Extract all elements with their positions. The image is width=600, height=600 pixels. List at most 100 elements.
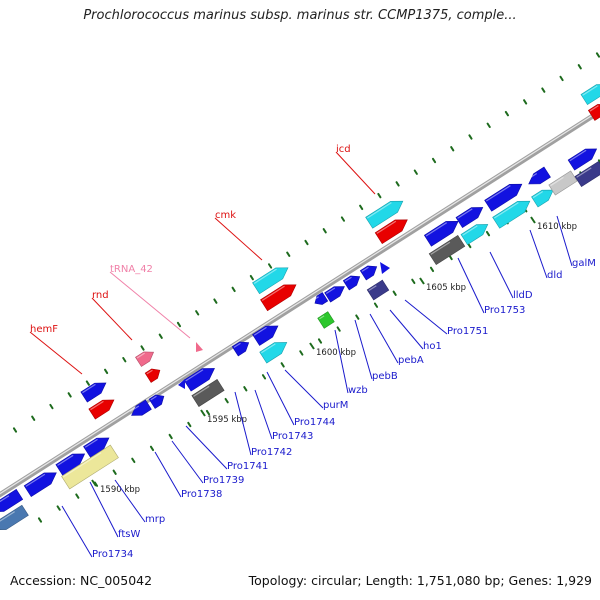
label-lldD-leader: [489, 251, 514, 299]
gene-pebA: [380, 262, 390, 274]
gene-purM-a: [313, 292, 329, 305]
gene-Pro1734-body: [23, 472, 57, 498]
label-Pro1739-leader: [171, 440, 204, 484]
gene-pebB-shine: [361, 266, 369, 272]
page-title: Prochlorococcus marinus subsp. marinus s…: [83, 8, 517, 23]
label-tRNA_42: tRNA_42: [110, 264, 153, 275]
gene-dld-c-shine: [532, 190, 544, 199]
label-Pro1743: Pro1743: [272, 431, 313, 442]
label-icd-leader: [335, 151, 376, 195]
label-pebB: pebB: [372, 371, 398, 382]
upper-tick: [559, 75, 564, 82]
label-Pro1734: Pro1734: [92, 549, 133, 560]
gene-Pro1741-body: [183, 368, 215, 392]
gene-yellow-body: [61, 444, 119, 490]
gene-icd-shine: [376, 220, 397, 234]
lower-tick: [336, 326, 341, 332]
gene-dld-c: [531, 189, 554, 208]
upper-tick: [595, 52, 600, 58]
gene-cmk-cyan: [252, 267, 289, 295]
gene-grey-2-body: [428, 234, 466, 266]
label-ho1: ho1: [423, 341, 442, 352]
upper-tick: [104, 368, 109, 375]
kbp-label-3: 1605 kbp: [426, 283, 466, 293]
label-cmk: cmk: [215, 210, 236, 221]
gene-right-red-body: [587, 104, 600, 121]
gene-cmk-cyan-body: [252, 267, 289, 295]
label-Pro1753: Pro1753: [484, 305, 525, 316]
gene-grey-2: [428, 234, 466, 266]
gene-lightgrey-shine: [550, 176, 564, 187]
genome-summary-label: Topology: circular; Length: 1,751,080 bp…: [248, 573, 592, 588]
upper-tick: [12, 427, 18, 433]
upper-tick: [541, 87, 546, 93]
gene-galM-purple: [574, 160, 600, 188]
gene-dld: [492, 200, 531, 229]
gene-Pro1739-body: [148, 394, 165, 409]
gene-right-cyan-shine: [582, 85, 598, 96]
gene-dld-shine: [493, 202, 519, 219]
lower-tick: [112, 469, 117, 475]
kbp-label-0: 1590 kbp: [100, 485, 140, 495]
lower-tick: [280, 362, 285, 368]
gene-hemF-body: [88, 399, 115, 420]
gene-Pro1753-cyan-body: [460, 224, 489, 246]
label-ftsW: ftsW: [118, 529, 140, 540]
upper-tick: [523, 99, 528, 105]
gene-dld-b-shine: [526, 172, 538, 181]
gene-lldD-body: [484, 183, 523, 212]
label-wzb: wzb: [348, 385, 368, 396]
gene-Pro1743-shine: [253, 326, 267, 336]
upper-tick: [377, 192, 382, 199]
lower-tick: [187, 421, 192, 428]
gene-Pro1751-shine: [425, 222, 448, 237]
kbp-tick-mark-4: [530, 216, 536, 224]
lower-tick: [149, 445, 155, 452]
gene-dld-body: [492, 200, 531, 229]
upper-tick: [340, 216, 346, 222]
upper-tick: [413, 169, 418, 175]
gene-icd-body: [374, 219, 408, 245]
upper-tick: [176, 321, 182, 328]
gene-purM-shine: [325, 287, 336, 294]
gene-yellow: [61, 444, 119, 490]
label-ftsW-leader: [89, 481, 119, 538]
gene-galM-purple-shine: [576, 167, 592, 178]
label-pebA-leader: [369, 313, 399, 364]
gene-galM-purple-body: [574, 160, 600, 188]
kbp-tick-mark-0: [91, 479, 97, 487]
upper-tick: [468, 134, 473, 140]
kbp-label-1: 1595 kbp: [207, 415, 247, 425]
label-galM: galM: [572, 258, 596, 269]
gene-icd-cyan-shine: [366, 202, 392, 219]
gene-grey-1-body: [191, 379, 225, 407]
upper-tick: [359, 204, 364, 211]
accession-label: Accession: NC_005042: [10, 573, 153, 588]
label-Pro1741-leader: [185, 425, 228, 470]
gene-green: [317, 311, 335, 329]
label-Pro1753-leader: [457, 257, 485, 314]
gene-green-body: [317, 311, 335, 329]
gene-Pro1753-cyan: [460, 224, 489, 246]
lower-tick: [597, 159, 600, 164]
upper-tick: [304, 239, 309, 246]
gene-grey-1: [191, 379, 225, 407]
kbp-tick-mark-1: [200, 409, 206, 417]
label-pebB-leader: [354, 319, 373, 380]
gene-icd: [374, 219, 408, 245]
gene-right-red-shine: [589, 105, 599, 112]
lower-tick: [355, 314, 360, 320]
gene-right-cyan: [580, 84, 600, 106]
gene-Pro1734: [23, 472, 57, 498]
gene-cmk: [260, 284, 297, 312]
upper-tick: [195, 310, 200, 316]
gene-rnd-body: [135, 351, 155, 367]
upper-tick: [577, 64, 582, 70]
label-galM-leader: [556, 215, 573, 267]
label-purM-leader: [284, 369, 324, 409]
gene-purM-a-shine: [313, 296, 319, 301]
gene-far-left-steel-body: [0, 504, 29, 531]
upper-tick: [49, 403, 54, 410]
upper-tick: [322, 228, 327, 234]
label-mrp: mrp: [145, 514, 165, 525]
